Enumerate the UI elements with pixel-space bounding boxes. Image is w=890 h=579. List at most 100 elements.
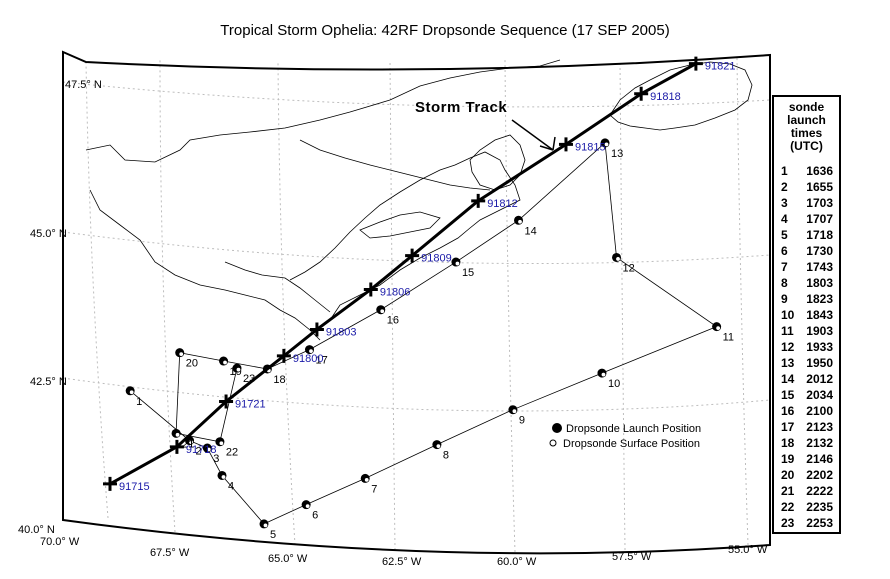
dropsonde-4: 4 — [217, 470, 234, 492]
coastline-newfoundland — [609, 61, 753, 131]
times-row-time: 2202 — [806, 468, 833, 482]
times-row-time: 2222 — [806, 484, 833, 498]
times-row-time: 1718 — [806, 228, 833, 242]
dropsonde-number-label: 11 — [723, 332, 734, 344]
dropsonde-number-label: 1 — [136, 396, 142, 408]
legend-launch-label: Dropsonde Launch Position — [566, 423, 701, 435]
dropsonde-points: 1234567891011121314151617181920212223 — [125, 138, 734, 541]
times-row-number: 20 — [781, 468, 795, 482]
times-row: 23 2253 — [774, 515, 839, 531]
dropsonde-surface-marker — [175, 432, 181, 438]
dropsonde-10: 10 — [597, 368, 620, 390]
graticule — [62, 57, 771, 554]
lat-tick-label: 47.5° N — [65, 79, 102, 91]
coastline-gaspe — [299, 139, 491, 191]
storm-track-point-91809: 91809 — [405, 248, 452, 265]
storm-track-annotation: Storm Track — [415, 99, 507, 116]
times-row: 11 1903 — [774, 323, 839, 339]
dropsonde-surface-marker — [308, 348, 314, 354]
dropsonde-11: 11 — [712, 322, 734, 344]
grid-meridian — [504, 59, 516, 553]
times-row-number: 4 — [781, 212, 788, 226]
times-row: 1 1636 — [774, 163, 839, 179]
times-row: 4 1707 — [774, 211, 839, 227]
dropsonde-surface-marker — [235, 367, 241, 373]
grid-meridian — [277, 61, 296, 546]
times-row-time: 1903 — [806, 324, 833, 338]
times-row-time: 1743 — [806, 260, 833, 274]
dropsonde-18: 18 — [262, 364, 286, 386]
times-row-number: 14 — [781, 372, 795, 386]
storm-track-time-label: 91721 — [235, 399, 266, 411]
legend-surface-symbol — [549, 439, 557, 447]
dropsonde-15: 15 — [451, 257, 474, 279]
dropsonde-number-label: 9 — [519, 415, 525, 427]
times-rows: 1 1636 2 1655 3 1703 4 1707 5 1718 6 1730 7 1743 8 1803… — [774, 163, 839, 531]
storm-track-point-91821: 91821 — [688, 56, 735, 73]
storm-track-time-label: 91812 — [487, 198, 518, 210]
lat-tick-label: 40.0° N — [18, 524, 55, 536]
times-row-number: 17 — [781, 420, 795, 434]
times-header: sonde launch times (UTC) — [774, 97, 839, 163]
dropsonde-number-label: 3 — [213, 453, 219, 465]
storm-track-cross — [405, 248, 420, 263]
times-row-number: 16 — [781, 404, 795, 418]
dropsonde-number-label: 16 — [387, 315, 399, 327]
times-row-time: 2034 — [806, 388, 833, 402]
times-row: 19 2146 — [774, 451, 839, 467]
storm-track-point-91815: 91815 — [558, 137, 606, 153]
grid-meridian — [389, 59, 396, 551]
storm-track-point-91803: 91803 — [309, 322, 357, 338]
times-row-time: 1843 — [806, 308, 833, 322]
storm-track-cross — [688, 56, 703, 71]
dropsonde-surface-marker — [218, 440, 224, 446]
storm-track-cross — [471, 193, 486, 208]
times-row: 6 1730 — [774, 243, 839, 259]
times-row: 21 2222 — [774, 483, 839, 499]
times-row-number: 23 — [781, 516, 795, 530]
storm-track-points: 9171591718917219180091803918069180991812… — [103, 56, 735, 493]
coastline-cape-breton — [469, 134, 526, 191]
dropsonde-surface-marker — [615, 256, 621, 262]
times-row-number: 2 — [781, 180, 788, 194]
grid-meridian — [736, 57, 749, 546]
storm-track-time-label: 91809 — [421, 253, 452, 265]
times-row: 2 1655 — [774, 179, 839, 195]
grid-parallel — [62, 377, 771, 412]
legend-surface-label: Dropsonde Surface Position — [563, 438, 700, 450]
storm-track-cross — [558, 137, 573, 152]
storm-track-time-label: 91815 — [575, 141, 606, 153]
storm-track-cross — [169, 439, 184, 454]
dropsonde-surface-marker — [129, 389, 135, 395]
dropsonde-surface-marker — [206, 447, 212, 453]
times-row-number: 10 — [781, 308, 795, 322]
dropsonde-5: 5 — [259, 519, 276, 541]
storm-track-cross — [276, 348, 291, 363]
times-row: 9 1823 — [774, 291, 839, 307]
times-row-number: 13 — [781, 356, 795, 370]
lon-tick-label: 62.5° W — [382, 556, 422, 568]
dropsonde-number-label: 4 — [228, 480, 234, 492]
storm-track-point-91721: 91721 — [219, 394, 266, 411]
times-row-number: 22 — [781, 500, 795, 514]
dropsonde-surface-marker — [221, 474, 227, 480]
times-row-number: 12 — [781, 340, 795, 354]
times-row-time: 2235 — [806, 500, 833, 514]
storm-track-point-91818: 91818 — [634, 86, 681, 103]
legend-launch-symbol — [552, 423, 562, 433]
times-row: 17 2123 — [774, 419, 839, 435]
storm-track-cross — [363, 282, 378, 297]
map-title: Tropical Storm Ophelia: 42RF Dropsonde S… — [220, 22, 670, 39]
lat-tick-label: 45.0° N — [30, 228, 67, 240]
annotation-arrow-shaft — [511, 119, 554, 151]
storm-track-point-91800: 91800 — [276, 348, 323, 365]
times-row-time: 2253 — [806, 516, 833, 530]
dropsonde-number-label: 13 — [611, 148, 623, 160]
times-row-number: 11 — [781, 324, 794, 338]
storm-track-time-label: 91818 — [650, 91, 681, 103]
dropsonde-number-label: 6 — [312, 510, 318, 522]
storm-track-time-label: 91806 — [380, 286, 411, 298]
dropsonde-surface-marker — [364, 477, 370, 483]
lon-tick-label: 70.0° W — [40, 536, 80, 548]
